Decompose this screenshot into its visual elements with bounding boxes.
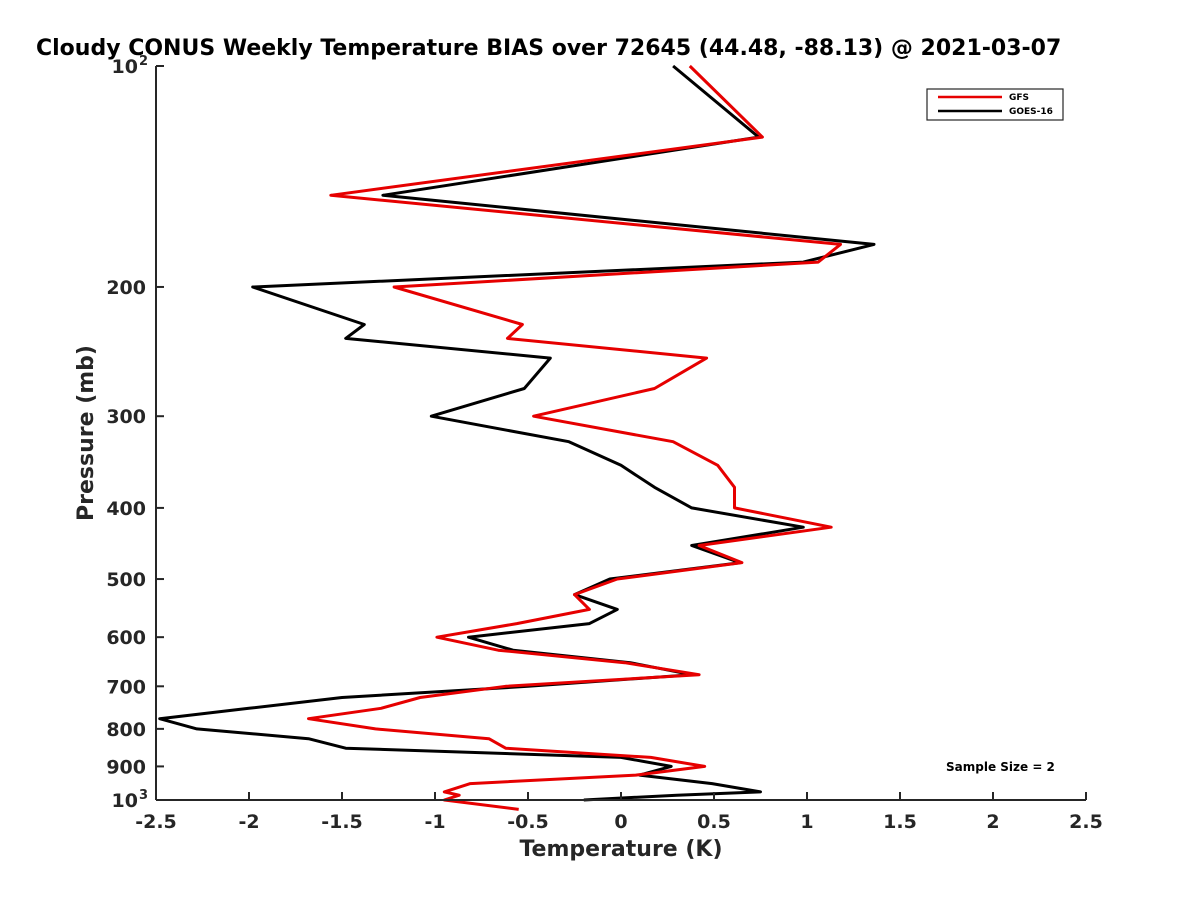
sample-size-annotation: Sample Size = 2 [946,760,1055,774]
y-tick-exponent: 2 [139,54,148,69]
y-tick-label: 500 [106,569,146,591]
chart-title: Cloudy CONUS Weekly Temperature BIAS ove… [36,36,1061,61]
x-tick-label: 2 [986,811,999,833]
x-tick-label: -1.5 [321,811,363,833]
y-tick-label: 800 [106,719,146,741]
x-tick-label: -2.5 [135,811,177,833]
x-tick-label: 0.5 [697,811,731,833]
x-tick-label: -1 [424,811,445,833]
x-tick-label: -0.5 [507,811,549,833]
y-tick-exponent: 3 [139,788,148,803]
y-tick-label: 700 [106,676,146,698]
series-line-gfs [307,64,842,811]
x-tick-label: 0 [614,811,627,833]
ticks-layer: -2.5 -2 -1.5 -1 -0.5 0 0.5 1 1.5 2 2.510 2200300400… [106,54,1103,833]
y-tick-label: 600 [106,627,146,649]
x-tick-label: 1 [800,811,813,833]
y-tick-label: 400 [106,498,146,520]
x-tick-label: -2 [238,811,259,833]
legend-box [926,88,1064,121]
y-tick-label: 300 [106,406,146,428]
series-line-goes16 [158,64,876,802]
y-tick-label: 10 [112,790,138,812]
legend: GFS GOES-16 [926,88,1064,121]
y-axis-title: Pressure (mb) [74,345,99,521]
y-tick-label: 200 [106,277,146,299]
x-tick-label: 2.5 [1069,811,1103,833]
y-tick-label: 10 [112,56,138,78]
y-tick-label: 900 [106,756,146,778]
series-layer [158,64,876,811]
legend-label-goes16: GOES-16 [1009,107,1053,117]
x-tick-label: 1.5 [883,811,917,833]
x-axis-title: Temperature (K) [519,837,722,862]
legend-label-gfs: GFS [1009,93,1029,103]
